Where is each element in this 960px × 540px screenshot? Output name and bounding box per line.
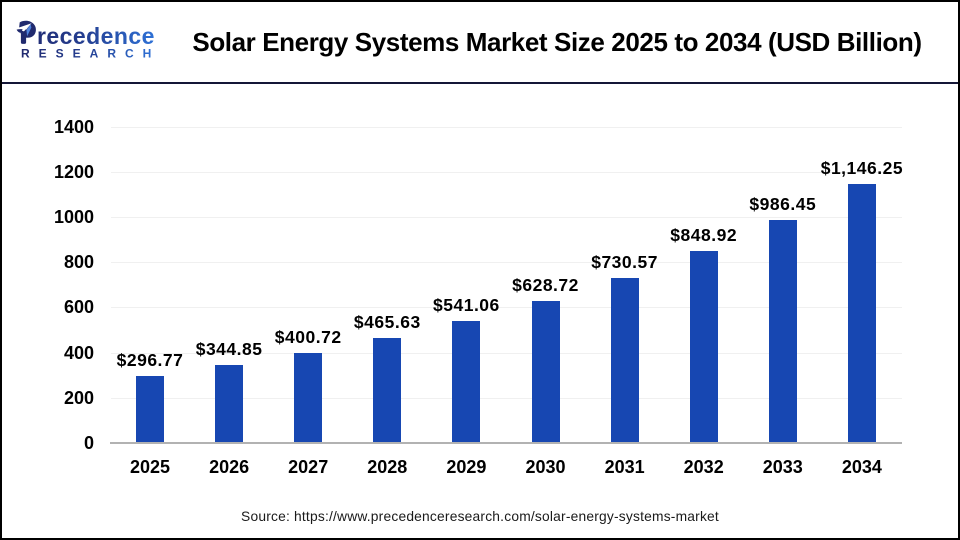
svg-text:recedence: recedence xyxy=(37,23,155,49)
svg-text:RESEARCH: RESEARCH xyxy=(21,46,158,60)
